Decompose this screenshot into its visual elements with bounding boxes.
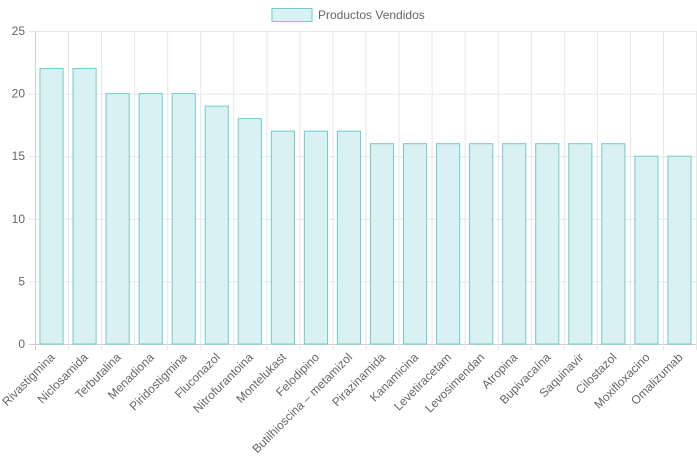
y-tick-label: 10	[12, 212, 26, 226]
x-axis-ticks: RivastigminaNiclosamidaTerbutalinaMenadi…	[0, 350, 686, 456]
bar[interactable]	[403, 143, 428, 345]
y-tick-label: 20	[12, 87, 26, 101]
y-tick-label: 5	[18, 274, 25, 288]
bar[interactable]	[502, 143, 527, 345]
bar[interactable]	[634, 155, 659, 345]
bar[interactable]	[568, 143, 593, 345]
bar[interactable]	[171, 93, 196, 345]
y-tick-label: 15	[12, 149, 26, 163]
bar[interactable]	[39, 68, 64, 345]
bar[interactable]	[204, 105, 229, 345]
bar[interactable]	[469, 143, 494, 345]
bar[interactable]	[105, 93, 130, 345]
bar[interactable]	[601, 143, 626, 345]
y-axis-ticks: 0 5 10 15 20 25	[12, 24, 26, 351]
y-tick-label: 25	[12, 24, 26, 38]
bars	[39, 68, 692, 345]
bar[interactable]	[72, 68, 97, 345]
gridlines	[29, 31, 697, 350]
bar[interactable]	[535, 143, 560, 345]
bar[interactable]	[667, 155, 692, 345]
bar[interactable]	[369, 143, 395, 345]
y-tick-label: 0	[18, 337, 25, 351]
legend-swatch	[271, 8, 313, 22]
bar[interactable]	[270, 130, 295, 345]
legend-label: Productos Vendidos	[318, 8, 425, 22]
x-tick-label: Levosimendan	[422, 350, 487, 415]
bar[interactable]	[303, 130, 328, 345]
legend[interactable]: Productos Vendidos	[271, 8, 425, 22]
bar[interactable]	[138, 93, 163, 345]
bar[interactable]	[336, 130, 362, 345]
bar[interactable]	[237, 118, 262, 345]
bar[interactable]	[436, 143, 461, 345]
